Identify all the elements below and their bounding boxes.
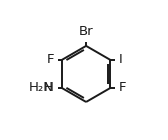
Text: H₂N: H₂N	[29, 81, 54, 94]
Text: H: H	[44, 81, 54, 94]
Text: F: F	[46, 53, 54, 66]
Text: F: F	[118, 81, 126, 94]
Text: Br: Br	[79, 25, 93, 38]
Text: I: I	[118, 53, 122, 66]
